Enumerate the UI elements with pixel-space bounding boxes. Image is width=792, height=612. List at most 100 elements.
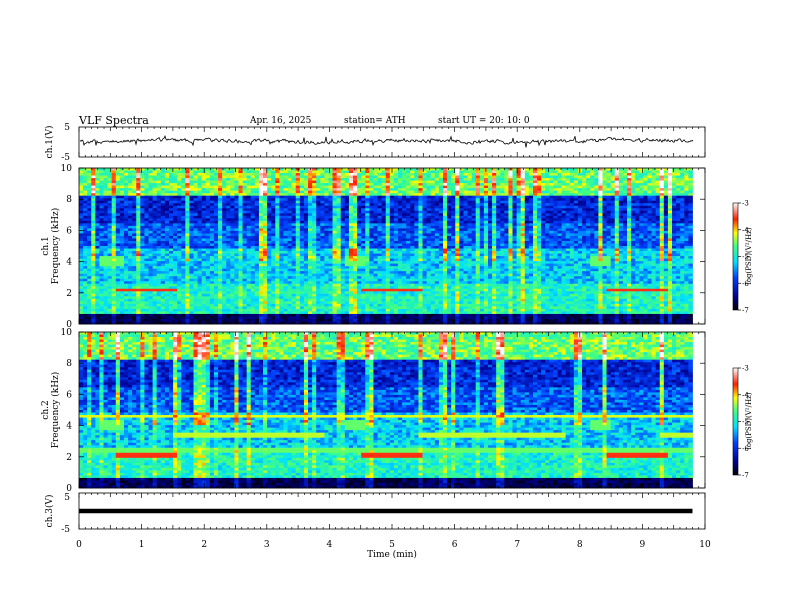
spectrogram-cell	[91, 233, 96, 237]
spectrogram-cell	[340, 175, 346, 179]
spectrogram-cell	[209, 228, 215, 232]
spectrogram-cell	[377, 198, 383, 202]
spectrogram-cell	[369, 178, 374, 181]
spectrogram-cell	[111, 271, 117, 275]
spectrogram-cell	[128, 283, 133, 287]
spectrogram-cell	[287, 261, 293, 265]
spectrogram-cell	[168, 311, 174, 315]
spectrogram-cell	[205, 246, 211, 249]
spectrogram-cell	[201, 273, 207, 277]
spectrogram-cell	[79, 185, 84, 189]
spectrogram-cell	[365, 225, 370, 229]
spectrogram-cell	[291, 276, 297, 280]
spectrogram-cell	[152, 258, 158, 262]
spectrogram-cell	[87, 291, 92, 295]
spectrogram-cell	[218, 271, 223, 275]
spectrogram-cell	[99, 276, 104, 280]
spectrogram-cell	[324, 266, 329, 270]
spectrogram-cell	[299, 261, 305, 265]
spectrogram-cell	[234, 268, 239, 272]
spectrogram-cell	[353, 298, 358, 302]
spectrogram-cell	[361, 266, 366, 270]
spectrogram-cell	[267, 185, 272, 189]
spectrogram-cell	[173, 296, 178, 300]
spectrogram-cell	[344, 281, 350, 285]
spectrogram-cell	[140, 200, 145, 204]
spectrogram-cell	[107, 220, 113, 224]
spectrogram-cell	[381, 220, 387, 224]
spectrogram-cell	[254, 321, 260, 325]
spectrogram-cell	[136, 296, 141, 300]
spectrogram-cell	[275, 246, 280, 249]
spectrogram-cell	[160, 190, 166, 194]
spectrogram-cell	[365, 190, 370, 194]
spectrogram-cell	[324, 208, 329, 212]
spectrogram-cell	[123, 318, 129, 322]
spectrogram-cell	[308, 288, 313, 292]
spectrogram-cell	[164, 261, 170, 265]
spectrogram-cell	[373, 215, 378, 219]
spectrogram-cell	[152, 278, 158, 282]
spectrogram-cell	[164, 273, 170, 277]
spectrogram-cell	[144, 243, 149, 247]
spectrogram-cell	[209, 246, 215, 249]
spectrogram-cell	[348, 263, 354, 267]
spectrogram-cell	[193, 243, 199, 247]
spectrogram-cell	[385, 173, 391, 176]
spectrogram-cell	[201, 240, 207, 244]
spectrogram-cell	[340, 203, 346, 207]
spectrogram-cell	[99, 185, 104, 189]
spectrogram-cell	[128, 273, 133, 277]
spectrogram-cell	[181, 193, 186, 197]
spectrogram-cell	[185, 183, 190, 187]
spectrogram-cell	[299, 263, 305, 267]
spectrogram-cell	[246, 303, 252, 307]
spectrogram-cell	[348, 193, 354, 197]
spectrogram-cell	[250, 318, 256, 322]
spectrogram-cell	[258, 306, 264, 310]
spectrogram-cell	[148, 210, 154, 214]
spectrogram-cell	[389, 210, 395, 214]
spectrogram-cell	[99, 311, 104, 315]
spectrogram-cell	[152, 188, 158, 192]
spectrogram-cell	[177, 271, 182, 275]
spectrogram-cell	[226, 198, 231, 202]
spectrogram-cell	[119, 170, 125, 174]
spectrogram-cell	[230, 220, 235, 224]
spectrogram-cell	[275, 243, 280, 247]
spectrogram-cell	[185, 318, 190, 322]
spectrogram-cell	[389, 268, 395, 272]
spectrogram-cell	[295, 258, 301, 262]
spectrogram-cell	[316, 175, 321, 179]
spectrogram-cell	[365, 173, 370, 176]
spectrogram-cell	[213, 263, 219, 267]
spectrogram-cell	[213, 213, 219, 217]
spectrogram-cell	[320, 288, 325, 292]
spectrogram-cell	[377, 185, 383, 189]
spectrogram-cell	[373, 205, 378, 209]
spectrogram-cell	[246, 213, 252, 217]
spectrogram-cell	[91, 173, 96, 176]
spectrogram-cell	[324, 170, 329, 174]
spectrogram-cell	[287, 205, 293, 209]
spectrogram-cell	[111, 301, 117, 305]
spectrogram-cell	[218, 210, 223, 214]
spectrogram-cell	[213, 243, 219, 247]
spectrogram-cell	[353, 235, 358, 239]
spectrogram-cell	[263, 273, 268, 277]
spectrogram-cell	[287, 298, 293, 302]
spectrogram-cell	[267, 271, 272, 275]
spectrogram-cell	[279, 291, 284, 295]
spectrogram-cell	[152, 308, 158, 312]
spectrogram-cell	[254, 190, 260, 194]
spectrogram-cell	[258, 318, 264, 322]
spectrogram-cell	[377, 208, 383, 212]
spectrogram-cell	[303, 318, 309, 322]
spectrogram-cell	[115, 301, 121, 305]
spectrogram-cell	[115, 195, 121, 199]
spectrogram-cell	[115, 288, 121, 292]
spectrogram-cell	[385, 253, 391, 257]
spectrogram-cell	[295, 230, 301, 234]
spectrogram-cell	[357, 188, 362, 192]
spectrogram-cell	[254, 271, 260, 275]
